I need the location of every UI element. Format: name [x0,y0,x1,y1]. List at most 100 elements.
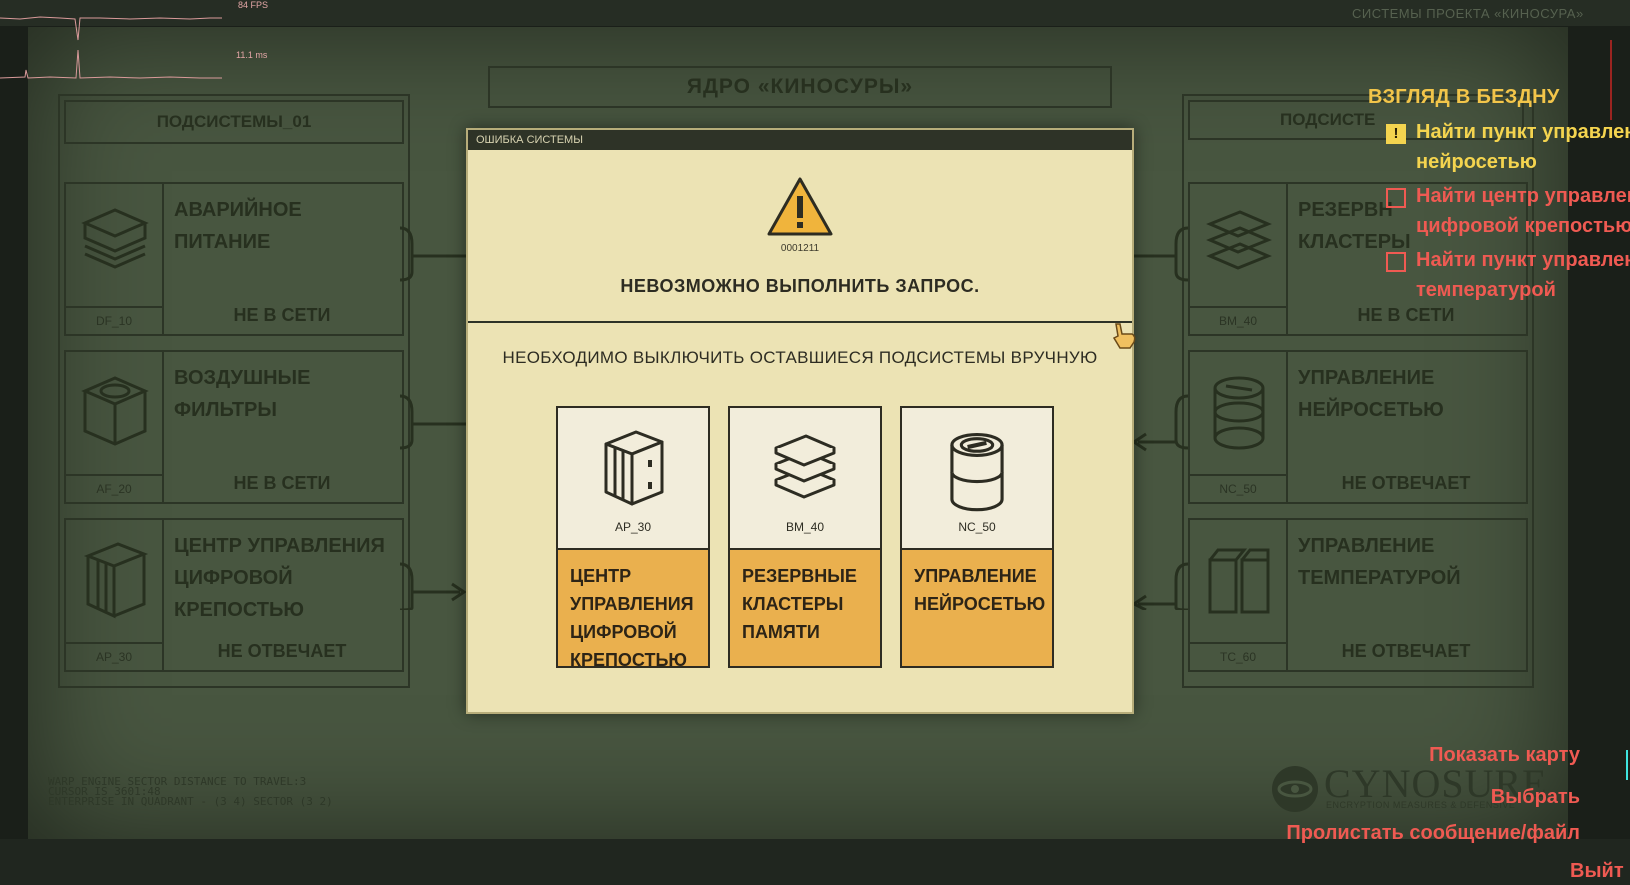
brand-tagline: ENCRYPTION MEASURES & DEFENSIVE [1326,800,1516,810]
frametime-label: 11.1 ms [236,50,268,60]
warning-icon [767,177,833,236]
top-bar [0,0,1630,26]
right-column-frame [1182,94,1534,688]
panel-neural-control[interactable]: NC_50 УПРАВЛЕНИЕ НЕЙРОСЕТЬЮ НЕ ОТВЕЧАЕТ [1188,350,1528,504]
panel-divider [66,474,162,476]
hint-exit[interactable]: Выйт [1570,860,1624,882]
panel-state: НЕ В СЕТИ [1357,305,1455,325]
filter-icon [81,376,149,446]
memory-stack-icon [1206,210,1272,270]
frametime-graph [0,49,222,79]
brand-name: CYNOSURE [1324,761,1548,806]
log-line: CURSOR IS 3601:48 [48,785,161,798]
left-column-title: ПОДСИСТЕМЫ_01 [64,100,404,144]
panel-air-filters[interactable]: AF_20 ВОЗДУШНЫЕ ФИЛЬТРЫ НЕ В СЕТИ [64,350,404,504]
cynosure-logo-icon [1272,766,1318,812]
hint-show-map[interactable]: Показать карту [1429,744,1580,766]
cynosure-brand: CYNOSURE ENCRYPTION MEASURES & DEFENSIVE [1270,760,1547,820]
log-line: ENTERPRISE IN QUADRANT - (3 4) SECTOR (3… [48,795,333,808]
cylinder-icon [1213,376,1265,450]
hand-cursor-icon [1112,323,1136,349]
subsystem-card-bm40[interactable]: BM_40 РЕЗЕРВНЫЕ КЛАСТЕРЫ ПАМЯТИ [728,406,882,668]
panel-icon-area [1190,184,1288,334]
bottom-log: WARP ENGINE SECTOR DISTANCE TO TRAVEL:3 C… [48,775,333,808]
panel-state: НЕ В СЕТИ [233,305,331,325]
panel-icon-area [1190,520,1288,670]
panel-emergency-power[interactable]: DF_10 АВАРИЙНОЕ ПИТАНИЕ НЕ В СЕТИ [64,182,404,336]
panel-state: НЕ ОТВЕЧАЕТ [217,641,347,661]
panel-temperature-control[interactable]: TC_60 УПРАВЛЕНИЕ ТЕМПЕРАТУРОЙ НЕ ОТВЕЧАЕ… [1188,518,1528,672]
card-label: РЕЗЕРВНЫЕ КЛАСТЕРЫ ПАМЯТИ [742,566,857,642]
log-line: WARP ENGINE SECTOR DISTANCE TO TRAVEL:3 [48,775,307,788]
server-icon [83,542,149,619]
panel-name: ЦЕНТР УПРАВЛЕНИЯ ЦИФРОВОЙ КРЕПОСТЬЮ [174,535,385,621]
quest-title: ВЗГЛЯД В БЕЗДНУ [1368,86,1560,108]
panel-state: НЕ ОТВЕЧАЕТ [1341,473,1471,493]
panel-name: ВОЗДУШНЫЕ ФИЛЬТРЫ [174,367,311,421]
left-column-frame [58,94,410,688]
system-error-dialog: ОШИБКА СИСТЕМЫ 0001211 НЕВОЗМОЖНО ВЫПОЛН… [466,128,1134,714]
panel-code: AP_30 [95,650,133,664]
objective-active-icon: ! [1386,124,1406,144]
panel-divider [1190,306,1286,308]
panel-icon-area [66,184,164,334]
panel-name: АВАРИЙНОЕ ПИТАНИЕ [174,199,302,253]
subsystem-card-nc50[interactable]: NC_50 УПРАВЛЕНИЕ НЕЙРОСЕТЬЮ [900,406,1054,668]
panel-code: AF_20 [96,482,132,496]
panel-state: НЕ ОТВЕЧАЕТ [1341,641,1471,661]
left-connectors [400,226,466,610]
screen-caption: СИСТЕМЫ ПРОЕКТА «КИНОСУРА» [1352,6,1584,21]
dialog-divider [468,321,1132,323]
instruction-text: НЕОБХОДИМО ВЫКЛЮЧИТЬ ОСТАВШИЕСЯ ПОДСИСТЕ… [502,348,1098,367]
panel-divider [66,306,162,308]
panel-icon-area [66,352,164,502]
objective-text: Найти пункт управлен нейросетью [1416,121,1630,173]
hint-select[interactable]: Выбрать [1490,786,1580,808]
panel-divider [1190,474,1286,476]
fps-label: 84 FPS [238,0,269,10]
card-code: BM_40 [785,520,825,534]
card-label-area: УПРАВЛЕНИЕ НЕЙРОСЕТЬЮ [902,550,1052,666]
cylinder-icon [950,432,1004,512]
panel-name: РЕЗЕРВН КЛАСТЕРЫ [1298,199,1411,253]
fps-graph [0,16,222,41]
card-icon-area [730,408,880,550]
card-code: NC_50 [958,520,996,534]
panel-divider [1190,642,1286,644]
card-icon-area [902,408,1052,550]
panel-code: BM_40 [1218,314,1258,328]
subsystem-card-ap30[interactable]: AP_30 ЦЕНТР УПРАВЛЕНИЯ ЦИФРОВОЙ КРЕПОСТЬ… [556,406,710,670]
bottom-bar [0,839,1630,885]
card-icon-area [558,408,708,550]
key-prompt-icon [1626,750,1630,780]
right-connectors [1130,226,1189,610]
panel-name: УПРАВЛЕНИЕ НЕЙРОСЕТЬЮ [1298,367,1444,421]
card-label-area: РЕЗЕРВНЫЕ КЛАСТЕРЫ ПАМЯТИ [730,550,880,666]
panel-name: УПРАВЛЕНИЕ ТЕМПЕРАТУРОЙ [1298,535,1461,589]
objective-text: Найти центр управлен цифровой крепостью [1416,185,1630,237]
hud-edge-marker [1610,40,1612,120]
server-icon [604,430,664,506]
dialog-title: ОШИБКА СИСТЕМЫ [468,130,1132,150]
panel-icon-area [1190,352,1288,502]
error-message: НЕВОЗМОЖНО ВЫПОЛНИТЬ ЗАПРОС. [620,276,980,296]
hint-scroll[interactable]: Пролистать сообщение/файл [1286,822,1580,844]
tanks-icon [1208,548,1270,614]
panel-digital-fortress[interactable]: AP_30 ЦЕНТР УПРАВЛЕНИЯ ЦИФРОВОЙ КРЕПОСТЬ… [64,518,404,672]
objective-checkbox-icon [1386,252,1406,272]
card-label: ЦЕНТР УПРАВЛЕНИЯ ЦИФРОВОЙ КРЕПОСТЬЮ [570,566,694,670]
panel-state: НЕ В СЕТИ [233,473,331,493]
panel-icon-area [66,520,164,670]
card-label: УПРАВЛЕНИЕ НЕЙРОСЕТЬЮ [914,566,1046,614]
objective-checkbox-icon [1386,188,1406,208]
objective-text: Найти пункт управлен температурой [1416,249,1630,301]
panel-divider [66,642,162,644]
card-code: AP_30 [614,520,652,534]
panel-code: DF_10 [95,314,133,328]
panel-memory-clusters[interactable]: BM_40 РЕЗЕРВН КЛАСТЕРЫ НЕ В СЕТИ [1188,182,1528,336]
memory-stack-icon [774,434,836,499]
card-label-area: ЦЕНТР УПРАВЛЕНИЯ ЦИФРОВОЙ КРЕПОСТЬЮ [558,550,708,670]
error-code: 0001211 [780,243,820,254]
layers-icon [81,208,149,269]
right-column-title: ПОДСИСТЕ [1188,100,1524,140]
